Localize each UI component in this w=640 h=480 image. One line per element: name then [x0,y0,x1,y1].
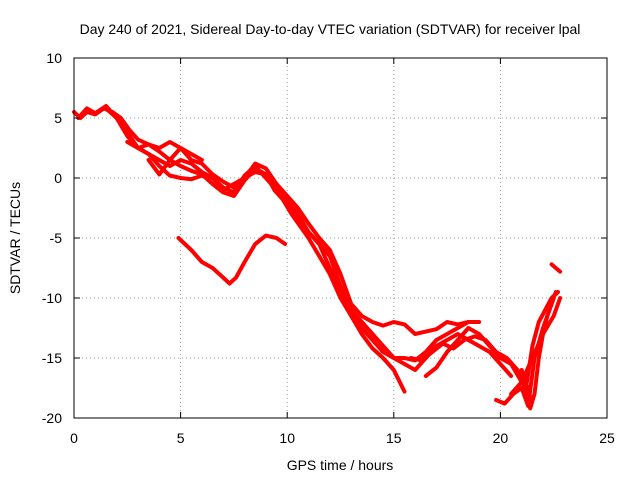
y-tick-label: -15 [42,350,62,366]
series-trace-11 [524,290,560,390]
series-trace-13 [509,296,563,396]
series-trace-7 [408,334,531,390]
y-tick-label: -5 [50,230,63,246]
tick-labels: 0 5 10 15 20 25 -20 -15 -10 -5 0 5 10 [42,50,615,446]
x-axis-label: GPS time / hours [287,457,394,473]
series-trace-8 [423,326,535,402]
y-tick-label: -10 [42,290,62,306]
y-axis-label: SDTVAR / TECUs [7,182,23,294]
y-tick-label: -20 [42,410,62,426]
y-tick-label: 10 [46,50,62,66]
series-trace-12 [549,262,563,274]
series-layer [72,104,563,411]
axis-ticks [73,57,608,419]
chart-title: Day 240 of 2021, Sidereal Day-to-day VTE… [80,21,581,37]
series-trace-6 [176,233,288,286]
x-tick-label: 0 [70,430,78,446]
y-tick-label: 0 [54,170,62,186]
series-trace-10 [519,290,558,411]
x-tick-label: 15 [386,430,402,446]
grid [74,58,607,418]
series-trace-4 [125,140,514,378]
series-trace-5 [146,146,204,177]
series-trace-1 [72,106,407,394]
x-tick-label: 10 [279,430,295,446]
x-tick-label: 25 [599,430,615,446]
x-tick-label: 20 [493,430,509,446]
y-tick-label: 5 [54,110,62,126]
x-tick-label: 5 [177,430,185,446]
plot-frame [73,57,608,419]
series-trace-3 [104,106,482,336]
